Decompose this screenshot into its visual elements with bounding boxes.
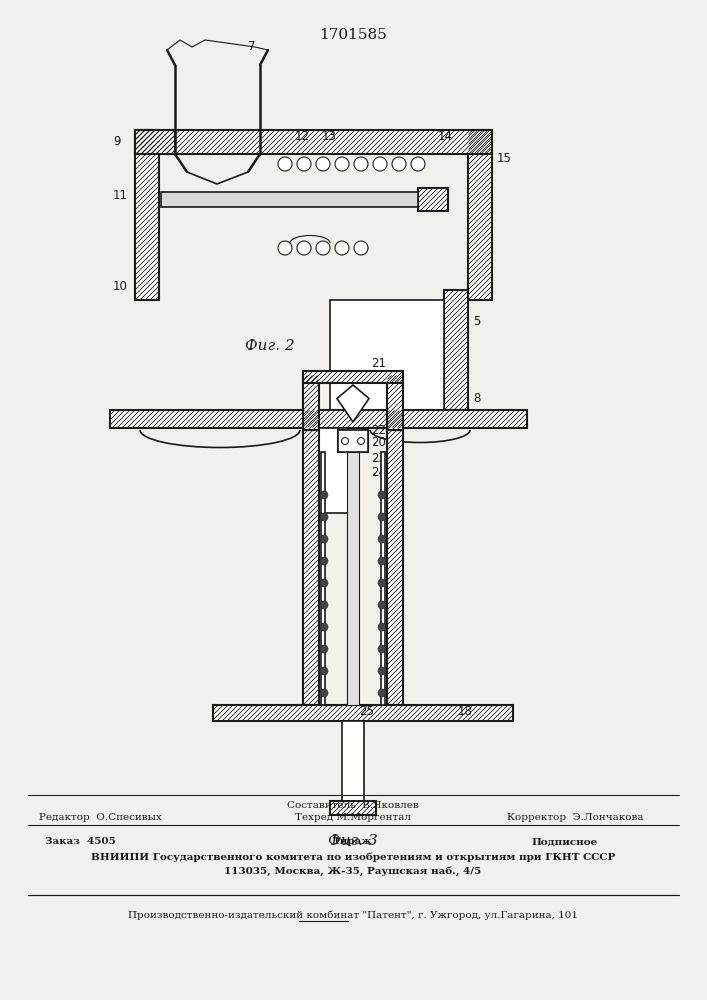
Text: 7: 7 [248, 40, 255, 53]
Circle shape [411, 157, 425, 171]
Bar [161, 192, 418, 207]
Circle shape [316, 157, 330, 171]
Circle shape [378, 689, 386, 697]
Bar [135, 130, 492, 154]
Text: Тираж: Тираж [333, 837, 373, 846]
Bar [110, 410, 527, 428]
Text: 22: 22 [371, 424, 386, 437]
Text: 9: 9 [113, 135, 120, 148]
Bar [303, 375, 319, 430]
Bar [135, 130, 159, 300]
Bar [381, 452, 385, 705]
Text: 10: 10 [113, 280, 128, 293]
Text: Фиг. 3: Фиг. 3 [328, 834, 378, 848]
Circle shape [297, 241, 311, 255]
Circle shape [392, 157, 406, 171]
Text: Производственно-издательский комбинат "Патент", г. Ужгород, ул.Гагарина, 101: Производственно-издательский комбинат "П… [128, 910, 578, 920]
Text: 113035, Москва, Ж-35, Раушская наб., 4/5: 113035, Москва, Ж-35, Раушская наб., 4/5 [224, 866, 481, 876]
Text: 23: 23 [371, 452, 386, 465]
Bar [321, 452, 325, 705]
Circle shape [373, 157, 387, 171]
Circle shape [378, 513, 386, 521]
Circle shape [297, 157, 311, 171]
Circle shape [320, 689, 328, 697]
Text: 24: 24 [371, 466, 386, 479]
Circle shape [354, 157, 368, 171]
Circle shape [320, 645, 328, 653]
Circle shape [378, 535, 386, 543]
Bar [347, 452, 359, 705]
Bar [313, 428, 348, 513]
Text: 21: 21 [371, 357, 386, 370]
Text: ВНИИПИ Государственного комитета по изобретениям и открытиям при ГКНТ СССР: ВНИИПИ Государственного комитета по изоб… [90, 852, 615, 861]
Text: 18: 18 [458, 705, 473, 718]
Circle shape [320, 579, 328, 587]
Text: 11: 11 [113, 189, 128, 202]
Bar [303, 371, 403, 383]
Bar [303, 430, 319, 705]
Bar [338, 430, 344, 452]
Circle shape [278, 241, 292, 255]
Bar [330, 300, 444, 410]
Circle shape [320, 601, 328, 609]
Circle shape [358, 438, 365, 444]
Polygon shape [337, 385, 369, 422]
Bar [387, 375, 403, 430]
Circle shape [316, 241, 330, 255]
Text: 12: 12 [295, 130, 310, 143]
Text: Техред М.Моргентал: Техред М.Моргентал [295, 813, 411, 822]
Bar [418, 188, 448, 211]
Bar [362, 430, 368, 452]
Circle shape [320, 623, 328, 631]
Text: 15: 15 [497, 152, 512, 165]
Bar [338, 430, 368, 452]
Bar [387, 430, 403, 705]
Circle shape [378, 667, 386, 675]
Text: Фиг. 2: Фиг. 2 [245, 339, 295, 353]
Text: Составитель  В.Яковлев: Составитель В.Яковлев [287, 800, 419, 810]
Circle shape [378, 557, 386, 565]
Circle shape [378, 645, 386, 653]
Bar [444, 290, 468, 410]
Circle shape [320, 557, 328, 565]
Circle shape [320, 535, 328, 543]
Circle shape [320, 513, 328, 521]
Text: Заказ  4505: Заказ 4505 [45, 837, 115, 846]
Bar [342, 721, 364, 801]
Circle shape [335, 241, 349, 255]
Circle shape [320, 491, 328, 499]
Bar [330, 801, 376, 815]
Text: 13: 13 [322, 130, 337, 143]
Circle shape [354, 241, 368, 255]
Text: Редактор  О.Спесивых: Редактор О.Спесивых [39, 813, 161, 822]
Circle shape [378, 491, 386, 499]
Text: 25: 25 [359, 705, 374, 718]
Text: Подписное: Подписное [532, 837, 598, 846]
Text: 1701585: 1701585 [319, 28, 387, 42]
Circle shape [378, 623, 386, 631]
Circle shape [378, 579, 386, 587]
Circle shape [320, 667, 328, 675]
Circle shape [341, 438, 349, 444]
Circle shape [378, 601, 386, 609]
Text: 8: 8 [473, 392, 480, 405]
Bar [468, 130, 492, 300]
Circle shape [335, 157, 349, 171]
Bar [213, 705, 513, 721]
Text: 5: 5 [473, 315, 480, 328]
Bar [135, 130, 175, 154]
Text: Корректор  Э.Лончакова: Корректор Э.Лончакова [507, 813, 643, 822]
Text: 14: 14 [438, 130, 453, 143]
Text: 20: 20 [371, 436, 386, 449]
Circle shape [278, 157, 292, 171]
